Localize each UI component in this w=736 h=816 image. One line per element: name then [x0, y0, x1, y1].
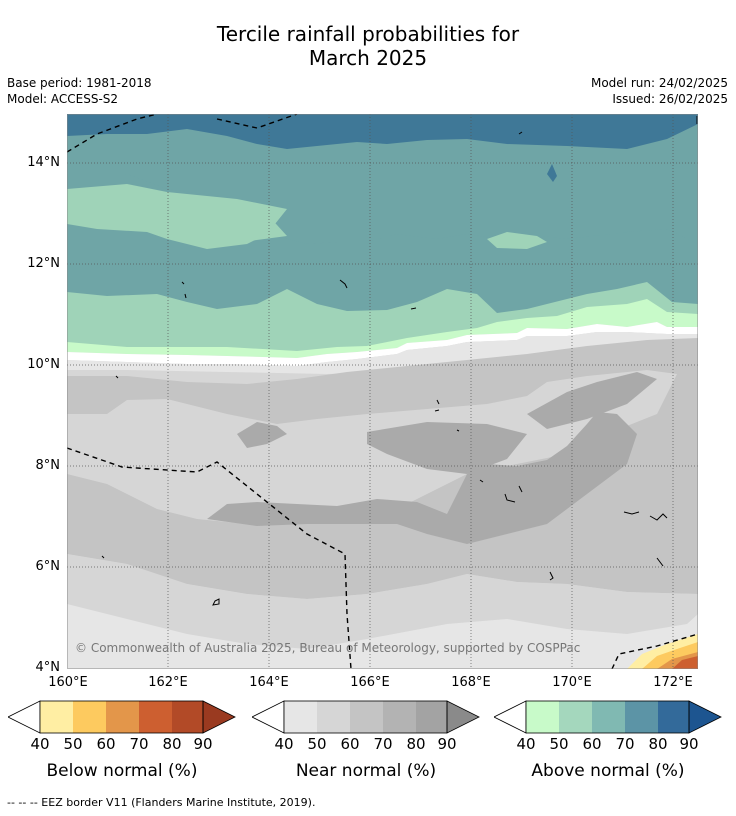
near-tick: 60 [340, 735, 360, 753]
near-tick: 80 [406, 735, 426, 753]
lon-label-170e: 170°E [552, 675, 592, 690]
gridlines [67, 114, 698, 669]
map-title: Tercile rainfall probabilities for March… [0, 22, 736, 70]
lat-label-12n: 12°N [27, 256, 60, 271]
model-run: Model run: 24/02/2025 [590, 76, 728, 90]
title-line-2: March 2025 [308, 46, 428, 70]
below-70-corner [672, 656, 698, 669]
model-name: Model: ACCESS-S2 [7, 92, 119, 106]
near-40-band [67, 332, 698, 374]
below-tick: 70 [129, 735, 149, 753]
near-70-spot [237, 422, 287, 448]
colorbar-below-svg [8, 700, 236, 734]
near-tick: 50 [307, 735, 327, 753]
above-80-band [67, 114, 698, 149]
map-svg [67, 114, 698, 669]
above-70-north [67, 114, 698, 244]
below-tick: 50 [63, 735, 83, 753]
above-tick: 50 [549, 735, 569, 753]
near-tick: 90 [437, 735, 457, 753]
lon-label-172e: 172°E [653, 675, 693, 690]
above-tick: 40 [516, 735, 536, 753]
white-gap [67, 322, 698, 366]
lon-label-164e: 164°E [249, 675, 289, 690]
colorbar-near-label: Near normal (%) [295, 761, 437, 781]
colorbar-above-svg [494, 700, 722, 734]
lat-label-10n: 10°N [27, 357, 60, 372]
eez-borders [67, 114, 698, 669]
near-70-south [207, 412, 637, 544]
islands [101, 116, 698, 606]
above-60-patch-north [67, 184, 287, 249]
probability-map [67, 114, 698, 669]
meta-right: Model run: 24/02/2025 Issued: 26/02/2025 [591, 75, 728, 107]
lon-label-162e: 162°E [148, 675, 188, 690]
lon-label-160e: 160°E [48, 675, 88, 690]
below-tick: 80 [162, 735, 182, 753]
lon-label-166e: 166°E [350, 675, 390, 690]
near-70-center [367, 422, 527, 474]
eez-footnote: -- -- -- EEZ border V11 (Flanders Marine… [7, 796, 316, 809]
above-tick: 70 [615, 735, 635, 753]
colorbar-near-svg [252, 700, 480, 734]
above-80-islet [547, 164, 557, 182]
above-tick: 60 [582, 735, 602, 753]
lat-label-6n: 6°N [35, 559, 61, 574]
lat-label-8n: 8°N [35, 458, 61, 473]
lon-label-168e: 168°E [451, 675, 491, 690]
above-60-spot [487, 232, 547, 249]
colorbar-above [494, 700, 722, 734]
base-period: Base period: 1981-2018 [7, 76, 152, 90]
issued-date: Issued: 26/02/2025 [612, 92, 728, 106]
below-tick: 40 [30, 735, 50, 753]
colorbar-below-label: Below normal (%) [46, 761, 198, 781]
below-tick: 90 [193, 735, 213, 753]
copyright-notice: © Commonwealth of Australia 2025, Bureau… [75, 641, 581, 655]
near-50-mid [67, 370, 677, 524]
title-line-1: Tercile rainfall probabilities for [216, 22, 520, 46]
near-40-south [67, 604, 698, 669]
near-tick: 40 [274, 735, 294, 753]
map-frame [67, 114, 698, 669]
colorbar-above-label: Above normal (%) [531, 761, 685, 781]
meta-left: Base period: 1981-2018 Model: ACCESS-S2 [7, 75, 152, 107]
colorbar-below [8, 700, 236, 734]
lat-label-4n: 4°N [35, 660, 61, 675]
lat-label-14n: 14°N [27, 155, 60, 170]
near-tick: 70 [373, 735, 393, 753]
above-tick: 80 [648, 735, 668, 753]
below-tick: 60 [96, 735, 116, 753]
above-tick: 90 [679, 735, 699, 753]
near-70-east [527, 372, 657, 429]
colorbar-near [252, 700, 480, 734]
